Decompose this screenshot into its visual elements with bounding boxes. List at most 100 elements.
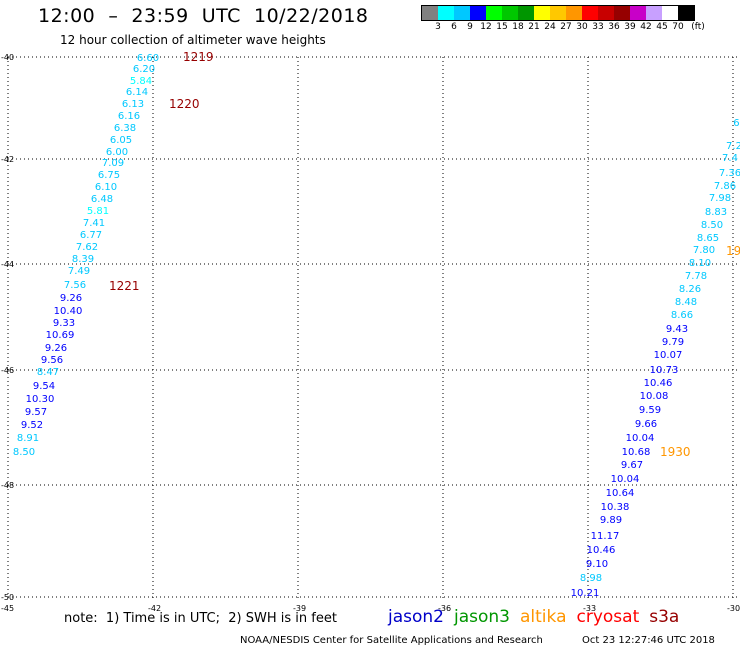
swh-value: 5.84 bbox=[130, 76, 152, 87]
swh-value: 7.78 bbox=[685, 271, 707, 282]
map-subtitle: 12 hour collection of altimeter wave hei… bbox=[60, 33, 326, 47]
legend-tick-label: 27 bbox=[560, 22, 572, 32]
footnote: note: 1) Time is in UTC; 2) SWH is in fe… bbox=[64, 611, 337, 626]
legend-tick-label: 12 bbox=[480, 22, 492, 32]
swh-value: 6.60 bbox=[137, 53, 159, 64]
swh-value: 6.13 bbox=[122, 99, 144, 110]
legend-tick-label: 33 bbox=[592, 22, 604, 32]
swh-value: 8.66 bbox=[671, 310, 693, 321]
swh-value: 7.41 bbox=[83, 218, 105, 229]
swh-value: 10.40 bbox=[54, 306, 83, 317]
swh-value: 6.38 bbox=[114, 123, 136, 134]
swh-value: 6.00 bbox=[106, 147, 128, 158]
swh-value: 7.62 bbox=[76, 242, 98, 253]
swh-value: 9.57 bbox=[25, 407, 47, 418]
swh-value: 9.56 bbox=[41, 355, 63, 366]
longitude-label: -42 bbox=[148, 604, 161, 613]
swh-value: 10.69 bbox=[46, 330, 75, 341]
pass-time-label: 1219 bbox=[183, 50, 214, 64]
legend-swatch bbox=[502, 6, 518, 20]
generation-timestamp: Oct 23 12:27:46 UTC 2018 bbox=[582, 635, 715, 646]
latitude-label: -44 bbox=[1, 260, 14, 269]
satellite-label-jason3: jason3 bbox=[454, 607, 510, 627]
swh-value: 9.33 bbox=[53, 318, 75, 329]
swh-value: 7.36 bbox=[719, 168, 740, 179]
swh-value: 9.43 bbox=[666, 324, 688, 335]
swh-value: 7.49 bbox=[68, 266, 90, 277]
swh-value: 7.80 bbox=[693, 245, 715, 256]
legend-tick-label: 30 bbox=[576, 22, 588, 32]
latitude-label: -48 bbox=[1, 481, 14, 490]
swh-value: 8.50 bbox=[701, 220, 723, 231]
swh-value: 6.20 bbox=[133, 64, 155, 75]
swh-value: 9.26 bbox=[60, 293, 82, 304]
longitude-label: -45 bbox=[1, 604, 14, 613]
swh-value: 9.26 bbox=[45, 343, 67, 354]
swh-value: 10.68 bbox=[622, 447, 651, 458]
swh-value: 9.79 bbox=[662, 337, 684, 348]
altimeter-track-west: 6.606.205.846.146.136.166.386.056.007.09… bbox=[13, 50, 214, 458]
longitude-label: -30 bbox=[727, 604, 740, 613]
legend-swatch bbox=[662, 6, 678, 20]
swh-value: 8.98 bbox=[580, 573, 602, 584]
satellite-label-s3a: s3a bbox=[649, 607, 680, 627]
legend-swatch bbox=[438, 6, 454, 20]
map-grid bbox=[7, 56, 740, 600]
legend-swatch bbox=[470, 6, 486, 20]
legend-swatch bbox=[534, 6, 550, 20]
swh-value: 10.08 bbox=[640, 391, 669, 402]
legend-swatch bbox=[422, 6, 438, 20]
swh-value: 6.05 bbox=[110, 135, 132, 146]
swh-value: 8.26 bbox=[679, 284, 701, 295]
swh-value: 11.17 bbox=[591, 531, 620, 542]
swh-value: 10.38 bbox=[601, 502, 630, 513]
axis-labels: -40 -42 -44 -46 -48 -50 -45 -42 -39 -36 -33 -30 bbox=[1, 53, 740, 613]
legend-color-bar bbox=[421, 5, 695, 21]
legend-swatch bbox=[454, 6, 470, 20]
longitude-label: -33 bbox=[583, 604, 596, 613]
swh-value: 10.64 bbox=[606, 488, 635, 499]
pass-time-label: 1221 bbox=[109, 279, 140, 293]
altimeter-track-east: 6. 7.27.4 7.36 7.867.98 8.83 8.50 8.657.80 8.10… bbox=[571, 118, 740, 599]
latitude-label: -50 bbox=[1, 593, 14, 602]
swh-value: 10.04 bbox=[611, 474, 640, 485]
legend-tick-label: (ft) bbox=[691, 22, 705, 32]
legend-tick-label: 21 bbox=[528, 22, 540, 32]
latitude-label: -46 bbox=[1, 366, 14, 375]
pass-time-label: 1930 bbox=[660, 445, 691, 459]
swh-value: 6.10 bbox=[95, 182, 117, 193]
pass-time-label: 1220 bbox=[169, 97, 200, 111]
swh-value: 7.56 bbox=[64, 280, 86, 291]
swh-value: 9.89 bbox=[600, 515, 622, 526]
legend-swatch bbox=[598, 6, 614, 20]
legend-tick-label: 24 bbox=[544, 22, 556, 32]
swh-value: 7.4 bbox=[722, 153, 738, 164]
legend-tick-label: 36 bbox=[608, 22, 620, 32]
legend-swatch bbox=[614, 6, 630, 20]
swh-value: 8.48 bbox=[675, 297, 697, 308]
swh-value: 9.54 bbox=[33, 381, 55, 392]
legend-tick-label: 3 bbox=[435, 22, 441, 32]
swh-value: 9.66 bbox=[635, 419, 657, 430]
longitude-label: -36 bbox=[438, 604, 451, 613]
swh-value: 8.65 bbox=[697, 233, 719, 244]
legend-swatch bbox=[518, 6, 534, 20]
legend-swatch bbox=[582, 6, 598, 20]
legend-swatch bbox=[566, 6, 582, 20]
satellite-key: jason2 jason3 altika cryosat s3a bbox=[388, 607, 689, 627]
legend-labels: 3 6 9 12 15 18 21 24 27 30 33 36 39 42 45 70 (ft) bbox=[421, 22, 740, 34]
legend-tick-label: 42 bbox=[640, 22, 652, 32]
swh-value: 7.86 bbox=[714, 181, 736, 192]
legend-tick-label: 70 bbox=[672, 22, 684, 32]
satellite-label-altika: altika bbox=[520, 607, 567, 627]
color-legend: 3 6 9 12 15 18 21 24 27 30 33 36 39 42 45 70 (ft) bbox=[421, 5, 705, 32]
swh-value: 6.77 bbox=[80, 230, 102, 241]
swh-value: 8.39 bbox=[72, 254, 94, 265]
pass-time-label: 19 bbox=[726, 244, 740, 258]
legend-tick-label: 6 bbox=[451, 22, 457, 32]
legend-tick-label: 9 bbox=[467, 22, 473, 32]
swh-value: 7.09 bbox=[102, 158, 124, 169]
longitude-label: -39 bbox=[293, 604, 306, 613]
swh-value: 7.2 bbox=[726, 141, 740, 152]
